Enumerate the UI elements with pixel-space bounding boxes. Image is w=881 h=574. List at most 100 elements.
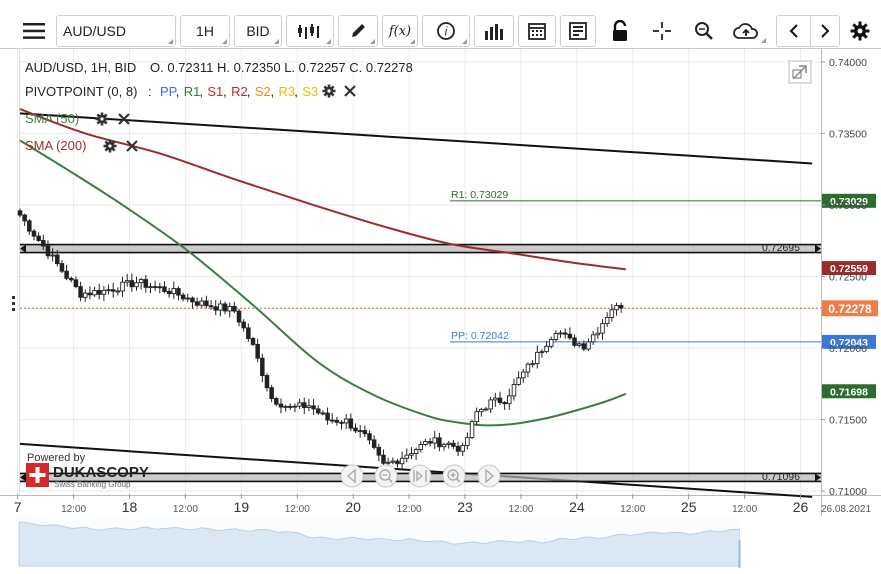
bar-chart-icon <box>485 24 503 40</box>
candle <box>227 302 232 318</box>
trendline-1[interactable] <box>19 112 813 165</box>
menu-button[interactable] <box>12 15 56 47</box>
candle <box>283 404 288 412</box>
candle <box>483 406 489 412</box>
reset-zoom-button[interactable] <box>408 464 432 488</box>
level-line-0.72695[interactable]: 0.72695 <box>20 242 821 254</box>
candle <box>87 286 93 300</box>
candle <box>45 240 51 260</box>
candle <box>572 334 577 348</box>
candle <box>530 360 535 368</box>
candle <box>441 442 447 451</box>
candle <box>101 286 107 301</box>
sma-axis-badge <box>822 384 876 399</box>
candle <box>399 451 405 470</box>
calendar-button[interactable] <box>518 15 556 47</box>
info-button[interactable]: i <box>422 15 470 47</box>
time-axis[interactable]: 7 12:00 18 12:00 19 12:00 20 12:00 23 12:00 24 12:0… <box>14 494 872 515</box>
zoom-button[interactable] <box>686 15 722 47</box>
zoom-out-button[interactable] <box>374 464 398 488</box>
pan-left-button[interactable] <box>340 464 364 488</box>
export-button[interactable] <box>726 15 766 47</box>
candle <box>115 287 121 296</box>
pivot-colon: : <box>148 84 152 99</box>
sma200-settings-icon[interactable] <box>103 139 117 153</box>
candle <box>50 248 55 262</box>
resize-handle[interactable] <box>12 296 15 311</box>
pivot-level-r2: R2 <box>231 84 248 99</box>
zoom-in-button[interactable] <box>442 464 466 488</box>
x-hour-label: 12:00 <box>397 504 422 515</box>
instrument-label: AUD/USD, 1H, BID <box>25 60 136 75</box>
sma50-settings-icon[interactable] <box>95 112 109 126</box>
candle <box>334 417 340 426</box>
candle <box>134 276 139 291</box>
candle <box>138 277 144 290</box>
triangle-left-icon <box>346 468 356 484</box>
candle <box>371 435 377 450</box>
candle <box>362 425 368 438</box>
candle <box>55 249 60 267</box>
candle <box>451 439 456 450</box>
pivot-level-r3: R3 <box>279 84 296 99</box>
function-icon: f(x) <box>388 23 412 39</box>
chart-type-button[interactable] <box>286 15 334 47</box>
news-button[interactable] <box>560 15 596 47</box>
settings-button[interactable] <box>846 15 874 47</box>
candle <box>595 327 601 339</box>
candle <box>22 213 27 226</box>
candle <box>180 292 186 302</box>
candle <box>390 457 396 465</box>
level-label: 0.71096 <box>762 471 800 483</box>
level-label: 0.72695 <box>762 242 800 254</box>
candle <box>502 401 507 410</box>
candle <box>152 280 158 292</box>
dropdown-corner-icon <box>370 39 375 44</box>
price-side-select[interactable]: BID <box>234 15 282 47</box>
candle <box>535 345 540 369</box>
candle <box>493 392 498 407</box>
gear-icon <box>850 21 870 41</box>
candle <box>241 319 246 332</box>
zoom-icon <box>695 22 713 40</box>
indicators-button[interactable]: f(x) <box>382 15 418 47</box>
maximize-button[interactable] <box>788 60 812 84</box>
candle <box>479 407 484 417</box>
timeframe-select[interactable]: 1H <box>180 15 230 47</box>
candle <box>507 388 512 410</box>
candle <box>143 274 149 293</box>
pivot-settings-icon[interactable] <box>322 84 336 98</box>
candle <box>96 283 102 300</box>
pencil-icon <box>352 24 365 37</box>
candle <box>604 312 610 328</box>
candle <box>148 282 153 294</box>
scroll-left-button[interactable] <box>776 15 810 47</box>
candle <box>110 282 116 298</box>
candle <box>446 440 451 449</box>
pan-right-button[interactable] <box>477 464 501 488</box>
document-icon <box>569 22 587 40</box>
scroll-right-button[interactable] <box>810 15 840 47</box>
y-tick-label: 0.73500 <box>829 128 867 140</box>
volume-button[interactable] <box>474 15 514 47</box>
candle <box>36 232 41 242</box>
candle <box>581 340 587 352</box>
candle <box>157 282 163 294</box>
lock-button[interactable] <box>602 15 638 47</box>
draw-tool-button[interactable] <box>338 15 378 47</box>
symbol-select[interactable]: AUD/USD <box>56 15 176 47</box>
crosshair-button[interactable] <box>644 15 680 47</box>
trendlines[interactable] <box>19 112 813 498</box>
dropdown-corner-icon <box>326 39 331 44</box>
candle <box>73 276 79 289</box>
navigator-panel[interactable] <box>18 516 822 568</box>
pivot-separator: , <box>271 84 275 99</box>
pivot-line-label: PP: 0.72042 <box>451 330 509 342</box>
candle <box>553 330 559 342</box>
price-axis[interactable]: 0.74000 0.73500 0.73000 0.72500 0.72000 0.715… <box>821 57 867 498</box>
last-price-value: 0.72278 <box>828 302 872 316</box>
calendar-icon <box>528 23 546 40</box>
y-tick-label: 0.72000 <box>829 343 867 355</box>
candle <box>404 448 410 463</box>
